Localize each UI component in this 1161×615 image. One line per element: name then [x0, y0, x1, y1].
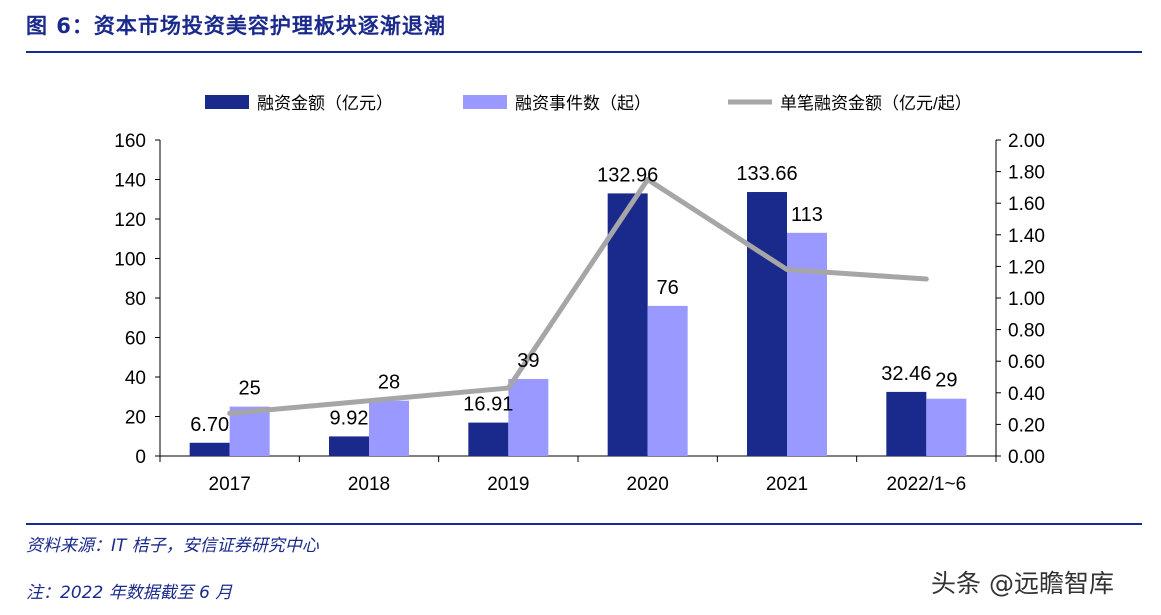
bar-events [926, 398, 967, 456]
data-label-events: 76 [657, 277, 679, 299]
y-left-tick-label: 60 [125, 329, 146, 350]
y-right-tick-label: 2.00 [1008, 131, 1045, 152]
x-tick-label: 2019 [487, 474, 529, 495]
data-label-amount: 132.96 [597, 164, 658, 186]
data-label-amount: 133.66 [736, 163, 797, 185]
x-tick-label: 2018 [348, 474, 390, 495]
bar-amount [886, 391, 927, 456]
bottom-divider [26, 523, 1142, 525]
y-right-tick-label: 1.80 [1008, 163, 1045, 184]
data-label-amount: 16.91 [463, 394, 513, 416]
bar-amount [468, 422, 509, 456]
y-left-tick-label: 40 [125, 368, 146, 389]
bar-amount [329, 436, 369, 456]
bar-events [508, 378, 549, 456]
source-note: 资料来源：IT 桔子，安信证券研究中心 [26, 536, 319, 556]
legend-label: 融资事件数（起） [515, 94, 651, 113]
line-per-deal-amount [227, 177, 929, 416]
y-right-tick-label: 0.00 [1008, 447, 1045, 468]
bar-events [647, 305, 688, 456]
y-right-tick-label: 0.40 [1008, 384, 1045, 405]
top-divider [26, 51, 1142, 53]
legend-label: 融资金额（亿元） [257, 94, 393, 113]
x-tick-label: 2022/1~6 [886, 474, 966, 495]
bar-amount [607, 193, 648, 457]
chart-legend: 融资金额（亿元） 融资事件数（起） 单笔融资金额（亿元/起） [205, 94, 972, 113]
y-right-tick-label: 1.00 [1008, 289, 1045, 310]
data-label-amount: 32.46 [881, 363, 931, 385]
figure-title: 图 6：资本市场投资美容护理板块逐渐退潮 [26, 14, 446, 38]
legend-label: 单笔融资金额（亿元/起） [780, 94, 972, 113]
y-left-tick-label: 160 [114, 131, 146, 152]
chart-axes: 0 20 40 60 80 100 120 140 160 0.00 0.20 0.40 0.60 0.8… [114, 131, 1045, 495]
bar-amount [747, 192, 787, 457]
y-left-tick-label: 140 [114, 171, 146, 192]
y-left-tick-label: 20 [125, 408, 146, 429]
y-right-tick-label: 0.20 [1008, 415, 1045, 436]
data-label-events: 113 [791, 204, 823, 226]
y-right-tick-label: 0.80 [1008, 321, 1045, 342]
x-tick-label: 2020 [627, 474, 669, 495]
watermark: 头条 @远瞻智库 [931, 569, 1114, 598]
data-label-events: 25 [239, 378, 261, 400]
bar-amount [189, 442, 230, 456]
y-right-tick-label: 0.60 [1008, 352, 1045, 373]
data-label-events: 39 [517, 350, 539, 372]
y-right-tick-label: 1.40 [1008, 226, 1045, 247]
bar-events [787, 232, 827, 456]
y-right-tick-label: 1.60 [1008, 194, 1045, 215]
data-label-events: 28 [378, 372, 400, 394]
legend-swatch [205, 95, 249, 109]
y-left-tick-label: 100 [114, 250, 146, 271]
bar-series [189, 192, 967, 457]
bar-events [369, 400, 409, 456]
data-label-amount: 6.70 [190, 414, 229, 436]
legend-swatch [463, 95, 507, 109]
y-left-tick-label: 120 [114, 210, 146, 231]
line-series [227, 177, 929, 416]
y-left-tick-label: 80 [125, 289, 146, 310]
y-left-tick-label: 0 [135, 447, 146, 468]
footnote: 注：2022 年数据截至 6 月 [26, 583, 233, 603]
y-right-tick-label: 1.20 [1008, 257, 1045, 278]
x-tick-label: 2021 [766, 474, 808, 495]
data-label-amount: 9.92 [330, 407, 369, 429]
data-label-events: 29 [935, 370, 957, 392]
x-tick-label: 2017 [209, 474, 251, 495]
data-labels: 6.70 9.92 16.91 132.96 133.66 32.46 25 28 39 76 11… [190, 163, 957, 436]
